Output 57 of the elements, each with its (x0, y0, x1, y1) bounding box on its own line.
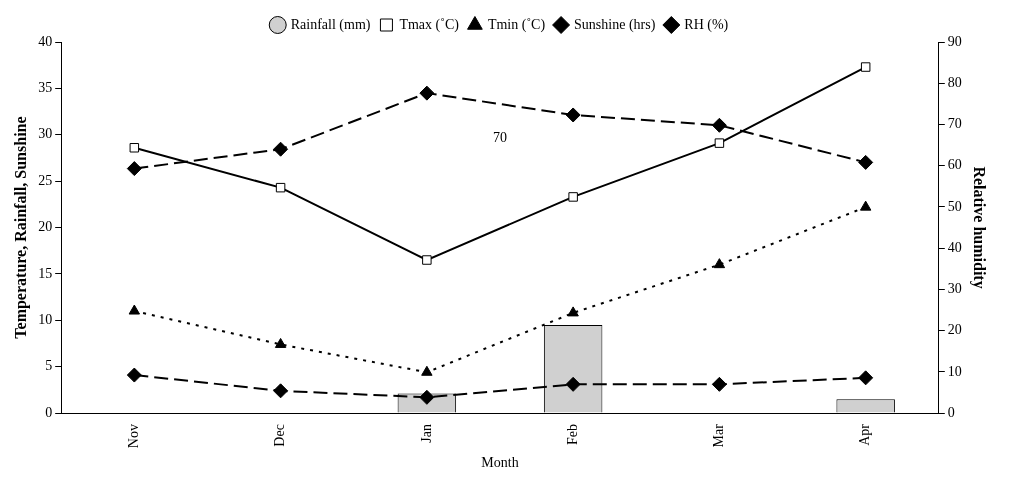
point (567, 306, 579, 317)
point (126, 161, 142, 177)
point (422, 255, 432, 265)
point (858, 370, 874, 386)
y2-tick-label: 0 (947, 404, 955, 420)
point (126, 367, 142, 383)
annotation: 70 (493, 130, 507, 146)
point (859, 200, 872, 211)
y-tick-label: 15 (38, 265, 53, 281)
y-tick-label: 5 (45, 358, 53, 374)
y-tick-label: 35 (38, 80, 53, 96)
y-tick-label: 20 (38, 219, 53, 235)
y2-tick-label: 10 (947, 363, 962, 379)
legend-label: Sunshine (hrs) (574, 16, 656, 33)
x-tick-label: Jan (418, 424, 434, 443)
legend-label: Rainfall (mm) (290, 16, 371, 33)
y-tick-label: 10 (38, 311, 53, 327)
y2-tick-label: 80 (947, 74, 962, 90)
point (419, 85, 435, 101)
y2-tick-label: 30 (947, 281, 962, 297)
point (273, 141, 289, 157)
point (711, 376, 727, 392)
point (275, 182, 286, 193)
y-tick-label: 25 (38, 172, 53, 188)
x-tick-label: Feb (564, 424, 580, 446)
point (858, 154, 874, 170)
x-tick-label: Apr (857, 423, 873, 446)
point (568, 192, 578, 202)
legend-label: Tmin (˚C) (487, 16, 546, 33)
point (565, 376, 581, 392)
point (129, 143, 140, 153)
y2-tick-label: 60 (947, 157, 962, 173)
x-tick-label: Dec (272, 424, 288, 447)
y2-tick-label: 70 (947, 116, 962, 132)
y2-tick-label: 40 (947, 239, 962, 255)
legend-label: RH (%) (684, 16, 729, 33)
point (273, 383, 289, 399)
y-tick-label: 30 (38, 126, 53, 142)
y2-tick-label: 50 (947, 198, 962, 214)
y-tick-label: 40 (38, 33, 53, 49)
point (713, 258, 726, 269)
y-tick-label: 0 (45, 404, 53, 420)
y2-axis-title: Relative humidity (970, 166, 989, 289)
legend-label: Tmax (˚C) (399, 16, 460, 33)
y2-tick-label: 20 (947, 322, 962, 338)
point (711, 117, 727, 133)
x-axis-title: Month (481, 455, 519, 471)
point (565, 107, 581, 123)
point (274, 337, 287, 348)
point (860, 62, 871, 72)
point (714, 138, 725, 148)
y2-tick-label: 90 (947, 33, 962, 49)
x-tick-label: Mar (711, 423, 727, 448)
point (421, 365, 433, 376)
point (128, 304, 141, 315)
x-tick-label: Nov (126, 424, 142, 449)
y-axis-title: Temperature, Rainfall, Sunshine (11, 116, 30, 339)
